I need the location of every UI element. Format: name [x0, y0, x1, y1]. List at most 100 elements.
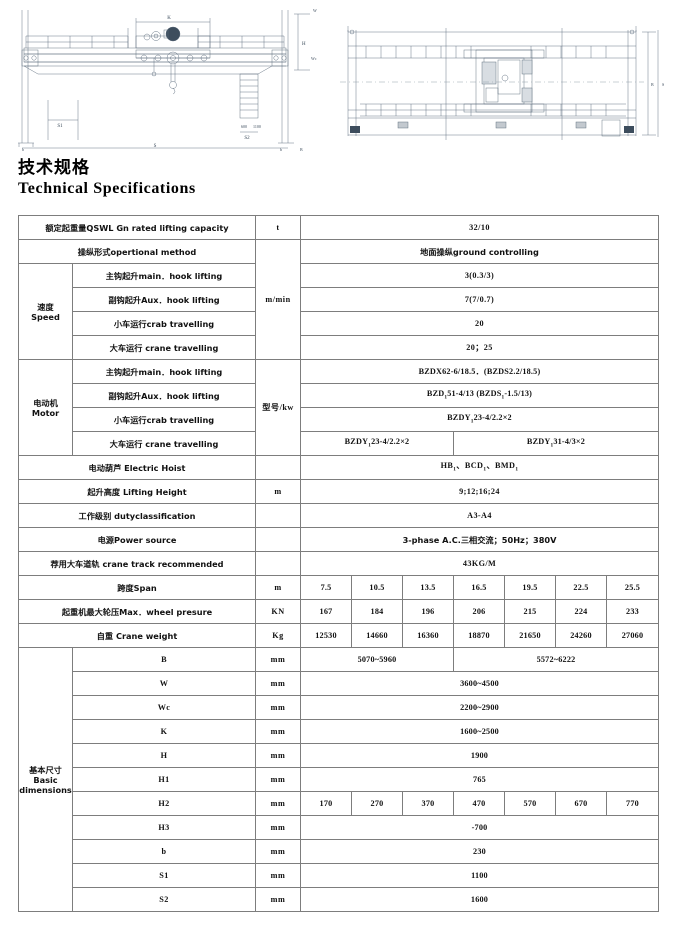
- table-row-speed-crane: 大车运行 crane travelling 20；25: [19, 335, 659, 360]
- span-cell: 25.5: [606, 575, 659, 600]
- table-row-speed-main-hook: 速度 Speed 主钩起升main．hook lifting 3(0.3/3): [18, 263, 659, 360]
- row-value-dim-b: 230: [300, 839, 659, 864]
- row-value-motor-crane-left: BZDY123-4/2.2×2: [300, 431, 454, 456]
- row-unit-crane-track: [255, 551, 301, 576]
- row-label-dim-B: B: [72, 647, 256, 672]
- row-unit-crane-weight: Kg: [255, 623, 301, 648]
- row-label-speed-crab: 小车运行crab travelling: [72, 311, 256, 336]
- svg-text:S: S: [154, 144, 157, 149]
- row-label-motor-main-hook: 主钩起升main．hook lifting: [72, 359, 256, 384]
- row-value-dim-H3: -700: [300, 815, 659, 840]
- row-value-power-source: 3-phase A.C.三相交流；50Hz；380V: [300, 527, 659, 552]
- dim-H2-cell: 370: [402, 791, 454, 816]
- row-label-dim-Wc: Wc: [72, 695, 256, 720]
- row-label-rated-capacity: 额定起重量QSWL Gn rated lifting capacity: [18, 215, 256, 240]
- svg-text:b: b: [22, 147, 24, 152]
- group-label-speed-cn: 速度: [37, 301, 54, 312]
- table-row-dim-S1: S1 mm 1100: [19, 863, 659, 888]
- group-label-speed-en: Speed: [31, 311, 60, 322]
- row-value-motor-main-hook: BZDX62-6/18.5．(BZDS2.2/18.5): [300, 359, 659, 384]
- span-cell: 19.5: [504, 575, 556, 600]
- row-value-motor-aux-hook: BZD151-4/13 (BZDS1-1.5/13): [300, 383, 659, 408]
- table-row-wheel-pressure: 起重机最大轮压Max．wheel presure KN 167 184 196 …: [18, 599, 659, 624]
- crane-front-elevation: K S1 S2 S H 600 1100 W Wc b b B: [8, 0, 328, 152]
- row-unit-electric-hoist: [255, 455, 301, 480]
- table-row-operational-method: 操纵形式opertional method m/min 地面操纵ground c…: [18, 239, 659, 360]
- row-label-speed-crane: 大车运行 crane travelling: [72, 335, 256, 360]
- dim-H2-cell: 170: [300, 791, 352, 816]
- row-unit-dim-H: mm: [255, 743, 301, 768]
- row-label-motor-crane: 大车运行 crane travelling: [72, 431, 256, 456]
- row-value-duty-classification: A3-A4: [300, 503, 659, 528]
- row-value-dim-S1: 1100: [300, 863, 659, 888]
- group-label-basic-en: Basic: [33, 774, 58, 785]
- page-title-cn: 技术规格: [18, 158, 90, 178]
- svg-text:B: B: [651, 82, 654, 87]
- crane-weight-cell: 12530: [300, 623, 352, 648]
- group-label-basic-dimensions: 基本尺寸 Basic dimensions: [18, 647, 73, 912]
- wheel-pressure-cell: 196: [402, 599, 454, 624]
- dim-H2-cell: 670: [555, 791, 607, 816]
- row-value-rated-capacity: 32/10: [300, 215, 659, 240]
- wheel-pressure-cell: 224: [555, 599, 607, 624]
- row-value-dim-H: 1900: [300, 743, 659, 768]
- row-value-operational-method: 地面操纵ground controlling: [300, 239, 659, 264]
- row-label-dim-S2: S2: [72, 887, 256, 912]
- crane-plan-view: B S: [336, 0, 668, 152]
- row-unit-wheel-pressure: KN: [255, 599, 301, 624]
- row-label-dim-b: b: [72, 839, 256, 864]
- span-cell: 13.5: [402, 575, 454, 600]
- span-cell: 7.5: [300, 575, 352, 600]
- row-label-power-source: 电源Power source: [18, 527, 256, 552]
- table-row-span: 跨度Span m 7.5 10.5 13.5 16.5 19.5 22.5 25…: [18, 575, 659, 600]
- svg-text:Wc: Wc: [311, 56, 317, 61]
- crane-weight-cell: 27060: [606, 623, 659, 648]
- row-unit-motor: 型号/kw: [255, 359, 301, 456]
- dim-B-right: 5572~6222: [453, 647, 659, 672]
- dim-H2-cell: 270: [351, 791, 403, 816]
- group-label-basic-en2: dimensions: [19, 784, 72, 795]
- row-label-dim-K: K: [72, 719, 256, 744]
- row-unit-dim-H3: mm: [255, 815, 301, 840]
- page-title-en: Technical Specifications: [18, 180, 196, 197]
- row-value-dim-H1: 765: [300, 767, 659, 792]
- table-row-dim-Wc: Wc mm 2200~2900: [19, 695, 659, 720]
- table-row-speed-crab: 小车运行crab travelling 20: [19, 311, 659, 336]
- svg-text:S1: S1: [57, 124, 63, 129]
- row-label-dim-S1: S1: [72, 863, 256, 888]
- row-unit-lifting-height: m: [255, 479, 301, 504]
- technical-specifications-table: 额定起重量QSWL Gn rated lifting capacity t 32…: [18, 215, 659, 912]
- row-unit-duty-classification: [255, 503, 301, 528]
- row-unit-dim-b: mm: [255, 839, 301, 864]
- row-value-speed-main-hook: 3(0.3/3): [300, 263, 659, 288]
- table-row-motor-crab: 小车运行crab travelling BZDY123-4/2.2×2: [19, 407, 659, 432]
- crane-weight-cell: 16360: [402, 623, 454, 648]
- table-row-speed-aux-hook: 副钩起升Aux．hook lifting 7(7/0.7): [19, 287, 659, 312]
- wheel-pressure-cell: 206: [453, 599, 505, 624]
- wheel-pressure-cell: 215: [504, 599, 556, 624]
- group-label-motor: 电动机 Motor: [18, 359, 73, 456]
- crane-weight-cell: 14660: [351, 623, 403, 648]
- row-unit-dim-K: mm: [255, 719, 301, 744]
- svg-text:K: K: [167, 16, 171, 21]
- group-label-basic-cn: 基本尺寸: [29, 764, 62, 775]
- row-label-speed-aux-hook: 副钩起升Aux．hook lifting: [72, 287, 256, 312]
- row-label-motor-crab: 小车运行crab travelling: [72, 407, 256, 432]
- row-unit-dim-H1: mm: [255, 767, 301, 792]
- row-label-dim-W: W: [72, 671, 256, 696]
- row-label-electric-hoist: 电动葫芦 Electric Hoist: [18, 455, 256, 480]
- table-row-electric-hoist: 电动葫芦 Electric Hoist HB1、BCD1、BMD1: [18, 455, 659, 480]
- svg-text:B: B: [300, 147, 303, 152]
- row-value-dim-Wc: 2200~2900: [300, 695, 659, 720]
- row-value-electric-hoist: HB1、BCD1、BMD1: [300, 455, 659, 480]
- table-row-motor-main-hook: 电动机 Motor 主钩起升main．hook lifting 型号/kw BZ…: [18, 359, 659, 456]
- dim-H2-cell: 570: [504, 791, 556, 816]
- svg-text:S2: S2: [244, 136, 250, 141]
- table-row-dim-H1: H1 mm 765: [19, 767, 659, 792]
- row-label-lifting-height: 起升高度 Lifting Height: [18, 479, 256, 504]
- table-row-dim-H: H mm 1900: [19, 743, 659, 768]
- table-row-dim-S2: S2 mm 1600: [19, 887, 659, 912]
- span-cell: 10.5: [351, 575, 403, 600]
- row-unit-span: m: [255, 575, 301, 600]
- row-value-motor-crab: BZDY123-4/2.2×2: [300, 407, 659, 432]
